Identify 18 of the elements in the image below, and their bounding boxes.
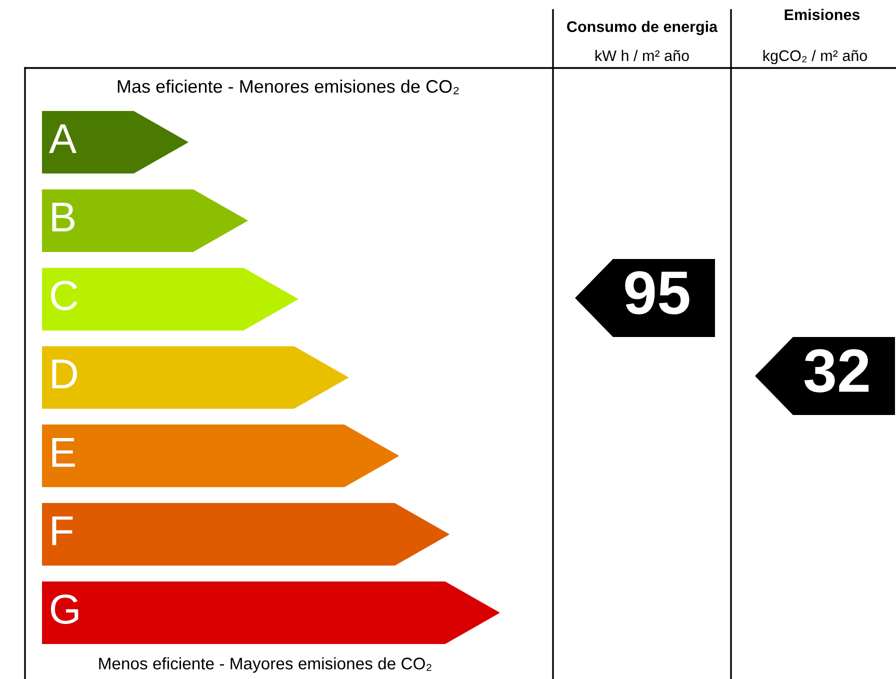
y-tick-label: C: [50, 280, 78, 310]
chart-title: Mas eficiente - Menores emisiones de CO₂: [118, 80, 459, 94]
text: kgCO₂ / m² año: [763, 50, 867, 64]
text: 95: [625, 271, 690, 314]
text: Emisiones: [784, 8, 860, 20]
y-tick-label: A: [48, 124, 77, 153]
bar: [42, 502, 450, 566]
y-tick-label: B: [52, 202, 74, 232]
bar: [42, 581, 500, 644]
text: 32: [804, 349, 869, 392]
y-tick-label: F: [52, 516, 73, 546]
text: Menos eficiente - Mayores emisiones de CO₂: [99, 657, 432, 673]
text: kW h / m² año: [595, 50, 689, 62]
y-tick-label: G: [50, 594, 78, 624]
bar: [42, 424, 400, 488]
text: Consumo de energia: [567, 20, 718, 36]
y-tick-label: D: [52, 360, 77, 388]
y-tick-label: E: [52, 438, 75, 467]
